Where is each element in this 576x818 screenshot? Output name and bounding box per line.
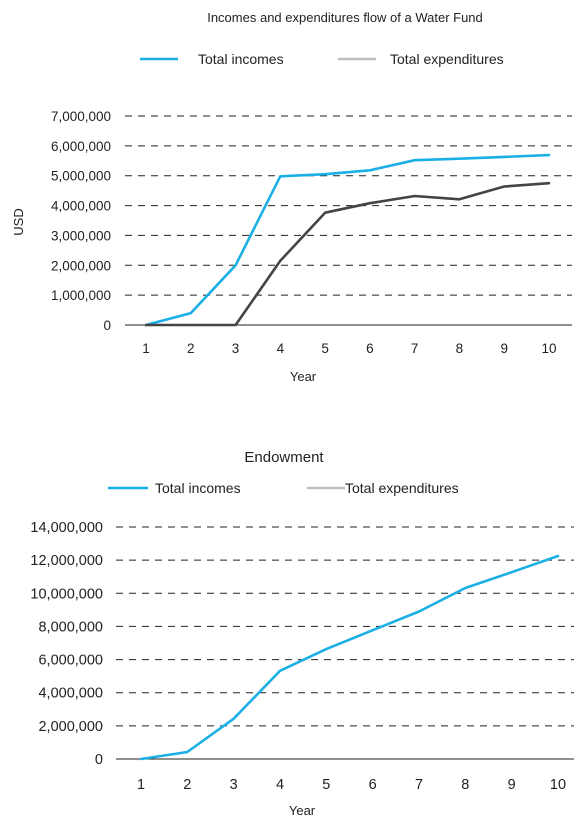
y-tick-label: 2,000,000 — [51, 258, 111, 273]
y-tick-label: 14,000,000 — [30, 520, 103, 536]
chart2-series — [139, 554, 560, 761]
y-tick-label: 6,000,000 — [51, 139, 111, 154]
chart2-x-axis-title: Year — [289, 803, 316, 818]
chart2-legend: Total incomes Total expenditures — [108, 480, 459, 496]
chart1-gridlines — [125, 115, 572, 326]
x-tick-label: 5 — [321, 341, 329, 356]
chart2-gridlines — [116, 526, 574, 760]
y-tick-label: 0 — [95, 752, 103, 768]
chart1-legend: Total incomes Total expenditures — [140, 51, 504, 67]
chart1-series — [144, 153, 551, 327]
y-tick-label: 0 — [103, 318, 111, 333]
x-tick-label: 4 — [277, 341, 285, 356]
y-tick-label: 1,000,000 — [51, 288, 111, 303]
x-tick-label: 1 — [137, 777, 145, 793]
chart2-title: Endowment — [244, 449, 324, 466]
x-tick-label: 7 — [411, 341, 419, 356]
y-tick-label: 10,000,000 — [30, 586, 103, 602]
chart2-y-ticks: 0 2,000,000 4,000,000 6,000,000 8,000,000 10,… — [30, 520, 103, 768]
x-tick-label: 9 — [500, 341, 508, 356]
x-tick-label: 10 — [541, 341, 556, 356]
x-tick-label: 3 — [230, 777, 238, 793]
y-tick-label: 12,000,000 — [30, 553, 103, 569]
chart2-legend-label-expenditures: Total expenditures — [345, 480, 459, 496]
x-tick-label: 3 — [232, 341, 240, 356]
chart1-x-axis-title: Year — [290, 369, 317, 384]
chart1-y-ticks: 0 1,000,000 2,000,000 3,000,000 4,000,000 5,0… — [51, 109, 111, 333]
y-tick-label: 3,000,000 — [51, 228, 111, 243]
x-tick-label: 9 — [508, 777, 516, 793]
chart1-legend-label-expenditures: Total expenditures — [390, 51, 504, 67]
chart2-x-ticks: 1 2 3 4 5 6 7 8 9 10 — [137, 777, 566, 793]
chart1-x-ticks: 1 2 3 4 5 6 7 8 9 10 — [142, 341, 556, 356]
chart1-legend-label-incomes: Total incomes — [198, 51, 284, 67]
chart2-legend-label-incomes: Total incomes — [155, 480, 241, 496]
series-line-expenditures — [144, 181, 551, 327]
y-tick-label: 5,000,000 — [51, 169, 111, 184]
y-tick-label: 4,000,000 — [38, 686, 103, 702]
x-tick-label: 8 — [456, 341, 464, 356]
x-tick-label: 5 — [322, 777, 330, 793]
x-tick-label: 8 — [461, 777, 469, 793]
x-tick-label: 2 — [183, 777, 191, 793]
x-tick-label: 10 — [550, 777, 566, 793]
y-tick-label: 6,000,000 — [38, 653, 103, 669]
x-tick-label: 6 — [366, 341, 374, 356]
y-tick-label: 2,000,000 — [38, 719, 103, 735]
chart1-y-axis-title: USD — [11, 208, 26, 235]
y-tick-label: 8,000,000 — [38, 619, 103, 635]
y-tick-label: 7,000,000 — [51, 109, 111, 124]
x-tick-label: 2 — [187, 341, 195, 356]
x-tick-label: 1 — [142, 341, 150, 356]
y-tick-label: 4,000,000 — [51, 199, 111, 214]
x-tick-label: 6 — [369, 777, 377, 793]
series-line-incomes — [144, 153, 551, 327]
x-tick-label: 4 — [276, 777, 284, 793]
series-line-incomes — [139, 554, 560, 761]
x-tick-label: 7 — [415, 777, 423, 793]
chart1-title: Incomes and expenditures flow of a Water… — [207, 10, 483, 25]
